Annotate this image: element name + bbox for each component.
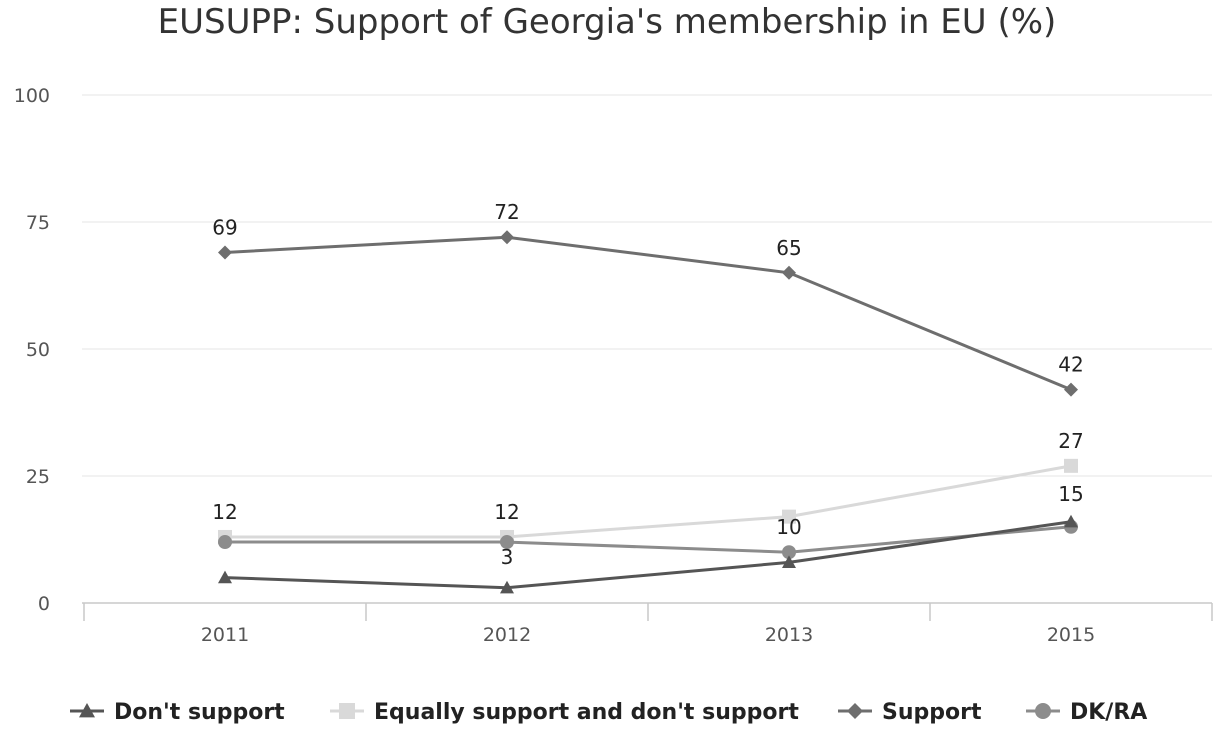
x-tick-label: 2011 — [201, 624, 249, 646]
data-label: 69 — [212, 215, 237, 239]
data-label: 65 — [776, 236, 801, 260]
y-tick-label: 50 — [26, 339, 50, 361]
legend-item-label: Support — [882, 700, 982, 725]
data-point — [782, 545, 796, 560]
y-tick-label: 25 — [26, 466, 50, 488]
data-label: 15 — [1058, 482, 1083, 506]
data-label: 42 — [1058, 353, 1083, 377]
data-point — [500, 535, 514, 550]
data-point — [782, 265, 796, 280]
data-label: 72 — [494, 200, 519, 224]
data-label: 12 — [494, 500, 519, 524]
legend-marker — [79, 703, 95, 718]
series-line — [225, 525, 1072, 554]
legend-item-label: DK/RA — [1070, 700, 1147, 725]
y-tick-label: 100 — [14, 85, 50, 107]
data-label: 10 — [776, 515, 801, 539]
data-label: 3 — [501, 545, 514, 569]
y-tick-label: 75 — [26, 212, 50, 234]
data-point — [782, 509, 796, 524]
data-point — [218, 245, 232, 260]
legend-marker — [1035, 703, 1051, 719]
data-point — [1064, 514, 1078, 528]
data-label: 27 — [1058, 429, 1083, 453]
legend-item-label: Don't support — [114, 700, 285, 725]
x-tick-label: 2012 — [483, 624, 531, 646]
y-tick-label: 0 — [38, 593, 50, 615]
data-point — [218, 570, 232, 584]
data-point — [1064, 458, 1078, 473]
legend-item-label: Equally support and don't support — [374, 700, 799, 725]
data-point — [1064, 382, 1078, 397]
series-line — [224, 520, 1072, 590]
data-point — [500, 580, 514, 594]
data-point — [782, 555, 796, 568]
legend-marker — [847, 703, 863, 719]
chart-title: EUSUPP: Support of Georgia's membership … — [157, 2, 1057, 42]
x-tick-label: 2015 — [1047, 624, 1095, 646]
legend-marker — [339, 703, 355, 719]
series-line — [224, 235, 1072, 392]
data-point — [218, 535, 232, 550]
data-point — [500, 230, 514, 245]
series-line — [225, 464, 1072, 539]
data-label: 12 — [212, 500, 237, 524]
x-tick-label: 2013 — [765, 624, 813, 646]
